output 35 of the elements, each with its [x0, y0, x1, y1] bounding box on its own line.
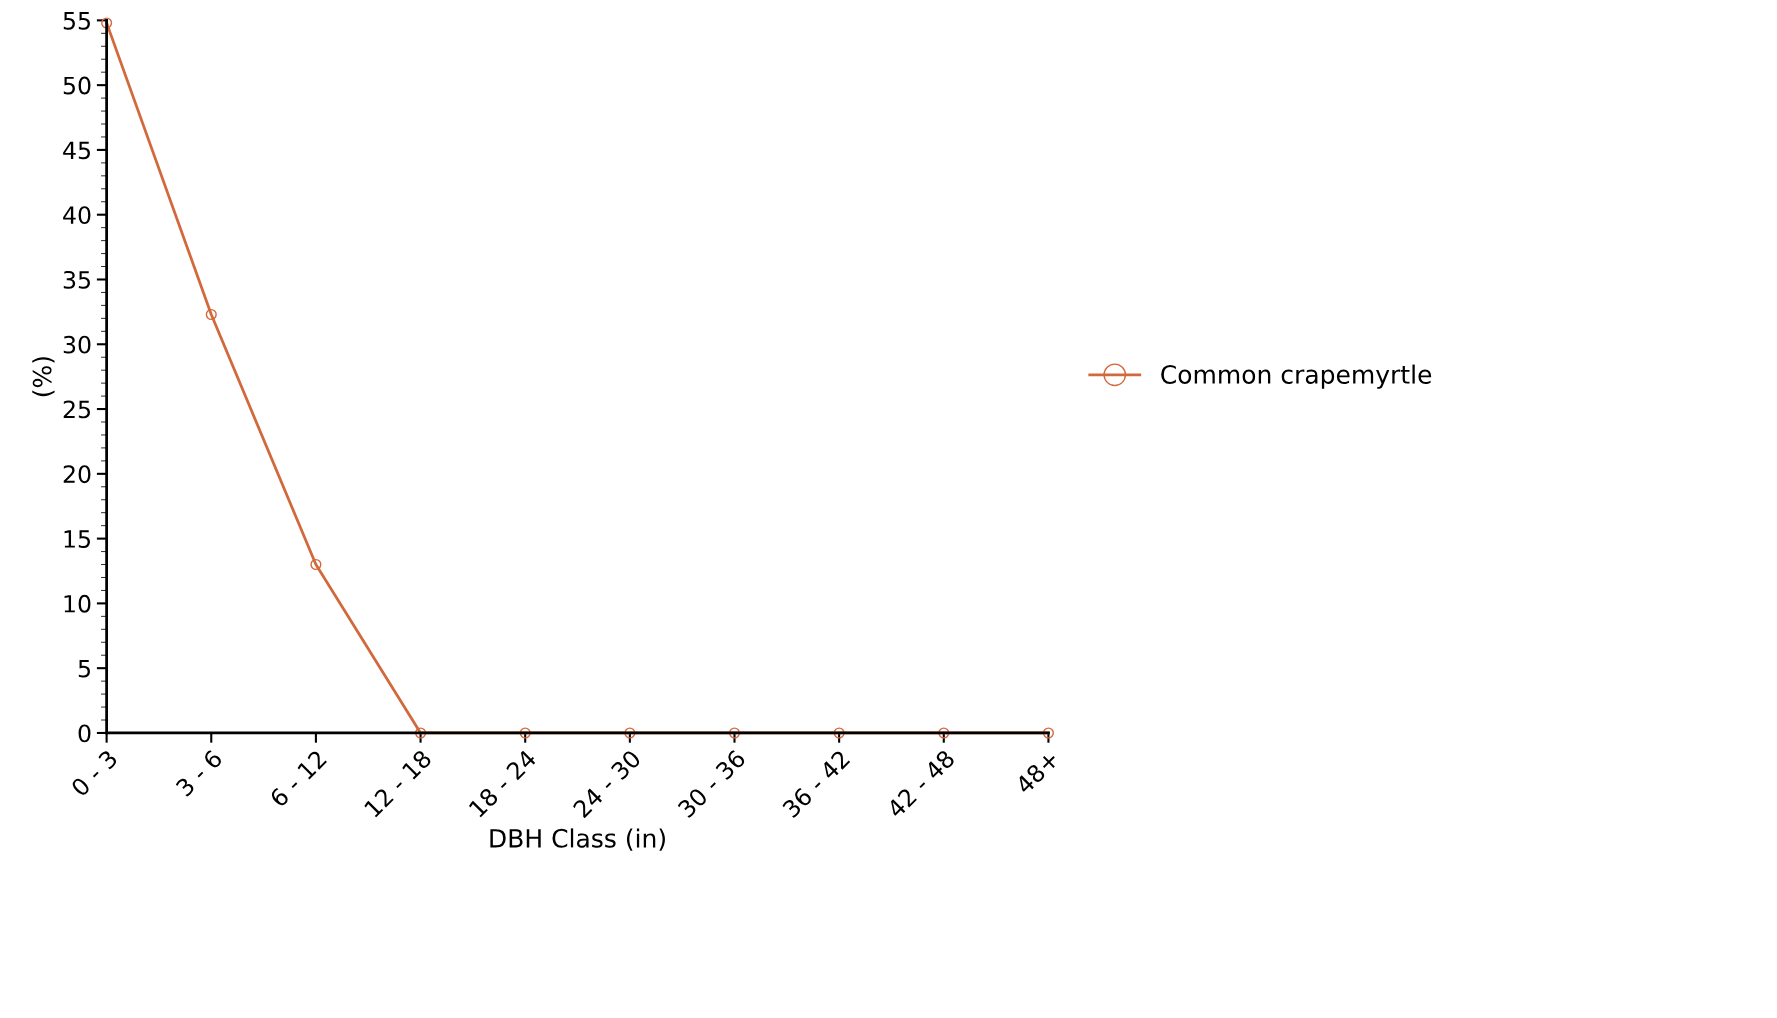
x-tick-label: 3 - 6 — [174, 748, 224, 798]
x-tick-label: 18 - 24 — [468, 748, 538, 818]
point — [728, 727, 741, 739]
y-tick-label: 25 — [63, 400, 90, 419]
y-tick-label: 0 — [78, 724, 91, 743]
y-tick-label: 10 — [64, 594, 91, 613]
y-tick-label: 50 — [63, 76, 91, 95]
x-tick-label: 30 - 36 — [676, 748, 747, 819]
x-tick-label: 12 - 18 — [363, 748, 433, 818]
y-tick-label: 45 — [63, 141, 90, 160]
x-axis-title: DBH Class (in) — [490, 828, 665, 851]
x-tick-label: 36 - 42 — [781, 749, 851, 819]
y-tick-label: 55 — [63, 12, 90, 30]
y-tick-label: 30 — [63, 335, 91, 354]
point — [624, 727, 636, 739]
legend-label: Common crapemyrtle — [1161, 364, 1432, 389]
x-tick-label: 24 - 30 — [572, 748, 642, 819]
point — [519, 727, 531, 739]
x-tick-label: 48+ — [1014, 749, 1060, 795]
y-tick-label: 5 — [78, 659, 90, 678]
point — [1042, 727, 1054, 739]
y-axis-title: (%) — [32, 357, 55, 397]
y-tick-label: 35 — [63, 270, 90, 289]
y-tick-label: 40 — [63, 206, 91, 225]
y-tick-label: 20 — [63, 465, 91, 484]
point — [205, 308, 217, 321]
x-tick-label: 6 - 12 — [268, 749, 328, 808]
x-tick-label: 0 - 3 — [70, 749, 119, 798]
point — [833, 727, 845, 739]
point — [101, 17, 113, 29]
point — [310, 558, 322, 571]
y-tick-label: 15 — [64, 530, 90, 548]
x-tick-label: 42 - 48 — [885, 748, 956, 819]
point — [415, 727, 427, 739]
point — [938, 727, 950, 739]
